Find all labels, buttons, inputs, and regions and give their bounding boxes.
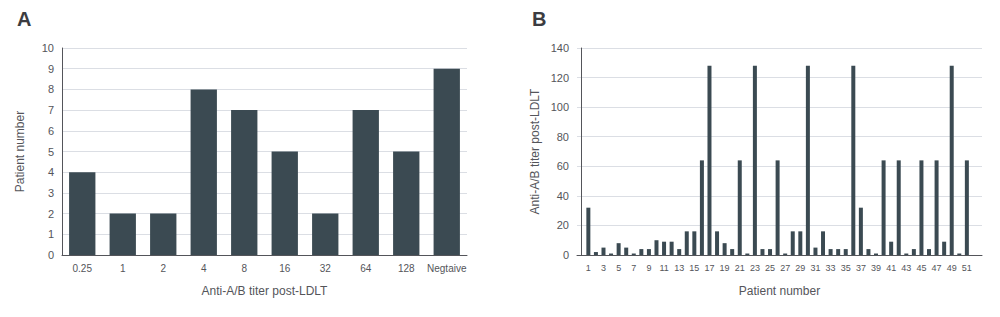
svg-text:33: 33 (826, 263, 836, 273)
svg-text:0.25: 0.25 (73, 263, 93, 274)
svg-text:9: 9 (646, 263, 651, 273)
svg-text:19: 19 (720, 263, 730, 273)
svg-text:1: 1 (120, 263, 126, 274)
svg-text:29: 29 (795, 263, 805, 273)
svg-text:41: 41 (886, 263, 896, 273)
svg-text:Patient number: Patient number (739, 284, 820, 298)
svg-text:128: 128 (398, 263, 415, 274)
svg-text:B: B (532, 8, 546, 30)
svg-text:7: 7 (48, 104, 54, 116)
svg-text:0: 0 (48, 249, 54, 261)
svg-text:Patient number: Patient number (13, 111, 27, 192)
svg-text:100: 100 (551, 101, 569, 113)
svg-text:47: 47 (932, 263, 942, 273)
svg-text:Negtaive: Negtaive (427, 263, 467, 274)
svg-text:140: 140 (551, 42, 569, 54)
svg-text:2: 2 (160, 263, 166, 274)
svg-text:0: 0 (563, 249, 569, 261)
svg-text:15: 15 (689, 263, 699, 273)
svg-text:80: 80 (557, 131, 569, 143)
svg-text:4: 4 (201, 263, 207, 274)
svg-text:21: 21 (735, 263, 745, 273)
svg-text:9: 9 (48, 63, 54, 75)
svg-text:120: 120 (551, 72, 569, 84)
svg-text:23: 23 (750, 263, 760, 273)
svg-text:37: 37 (856, 263, 866, 273)
svg-text:25: 25 (765, 263, 775, 273)
svg-text:39: 39 (871, 263, 881, 273)
svg-text:35: 35 (841, 263, 851, 273)
svg-text:17: 17 (704, 263, 714, 273)
svg-text:16: 16 (279, 263, 291, 274)
svg-text:5: 5 (48, 146, 54, 158)
svg-text:45: 45 (916, 263, 926, 273)
svg-text:40: 40 (557, 190, 569, 202)
svg-text:3: 3 (601, 263, 606, 273)
svg-text:32: 32 (320, 263, 332, 274)
svg-text:Anti-A/B titer post-LDLT: Anti-A/B titer post-LDLT (528, 88, 542, 214)
svg-text:10: 10 (42, 42, 54, 54)
svg-text:31: 31 (810, 263, 820, 273)
svg-text:6: 6 (48, 125, 54, 137)
svg-text:43: 43 (901, 263, 911, 273)
svg-text:8: 8 (48, 83, 54, 95)
svg-text:A: A (17, 8, 31, 30)
svg-text:13: 13 (674, 263, 684, 273)
svg-text:27: 27 (780, 263, 790, 273)
svg-text:7: 7 (631, 263, 636, 273)
svg-text:8: 8 (241, 263, 247, 274)
svg-text:5: 5 (616, 263, 621, 273)
svg-text:64: 64 (360, 263, 372, 274)
svg-text:51: 51 (962, 263, 972, 273)
svg-text:20: 20 (557, 219, 569, 231)
svg-text:2: 2 (48, 208, 54, 220)
svg-text:49: 49 (947, 263, 957, 273)
svg-text:11: 11 (659, 263, 668, 273)
svg-text:4: 4 (48, 166, 54, 178)
svg-text:Anti-A/B titer post-LDLT: Anti-A/B titer post-LDLT (202, 284, 328, 298)
svg-text:60: 60 (557, 160, 569, 172)
svg-text:1: 1 (586, 263, 591, 273)
svg-text:3: 3 (48, 187, 54, 199)
svg-text:1: 1 (48, 228, 54, 240)
